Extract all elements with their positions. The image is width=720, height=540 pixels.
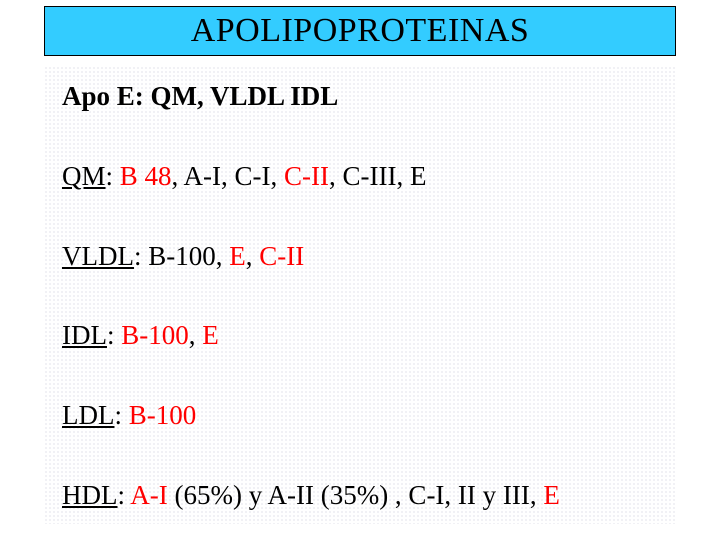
idl-p0: : <box>107 320 121 350</box>
hdl-ai: A-I <box>130 480 167 510</box>
line-ldl: LDL: B-100 <box>62 399 658 433</box>
idl-p1: , <box>189 320 203 350</box>
idl-e: E <box>202 320 219 350</box>
hdl-label: HDL <box>62 480 118 510</box>
qm-tail: , C-III, E <box>329 161 426 191</box>
vldl-label: VLDL <box>62 241 134 271</box>
ldl-label: LDL <box>62 400 114 430</box>
qm-cii: C-II <box>284 161 329 191</box>
hdl-p1: (65%) y A-II (35%) , C-I, II y III, <box>168 480 544 510</box>
slide: APOLIPOPROTEINAS Apo E: QM, VLDL IDL QM:… <box>0 0 720 540</box>
qm-label: QM <box>62 161 106 191</box>
body-box: Apo E: QM, VLDL IDL QM: B 48, A-I, C-I, … <box>44 66 676 524</box>
line-apo-e: Apo E: QM, VLDL IDL <box>62 80 658 114</box>
hdl-e: E <box>543 480 560 510</box>
idl-label: IDL <box>62 320 107 350</box>
slide-title: APOLIPOPROTEINAS <box>191 12 530 50</box>
apo-e-text: Apo E: QM, VLDL IDL <box>62 81 338 111</box>
line-hdl: HDL: A-I (65%) y A-II (35%) , C-I, II y … <box>62 479 658 513</box>
line-qm: QM: B 48, A-I, C-I, C-II, C-III, E <box>62 160 658 194</box>
qm-b48: B 48 <box>120 161 172 191</box>
line-idl: IDL: B-100, E <box>62 319 658 353</box>
title-box: APOLIPOPROTEINAS <box>44 6 676 56</box>
vldl-p0: : B-100, <box>134 241 229 271</box>
idl-b100: B-100 <box>121 320 189 350</box>
hdl-p0: : <box>118 480 131 510</box>
qm-sep: : <box>106 161 120 191</box>
vldl-cii: C-II <box>259 241 304 271</box>
vldl-p1: , <box>246 241 260 271</box>
line-vldl: VLDL: B-100, E, C-II <box>62 240 658 274</box>
ldl-b100: B-100 <box>129 400 197 430</box>
vldl-e: E <box>229 241 246 271</box>
ldl-p0: : <box>114 400 128 430</box>
qm-mid: , A-I, C-I, <box>172 161 284 191</box>
